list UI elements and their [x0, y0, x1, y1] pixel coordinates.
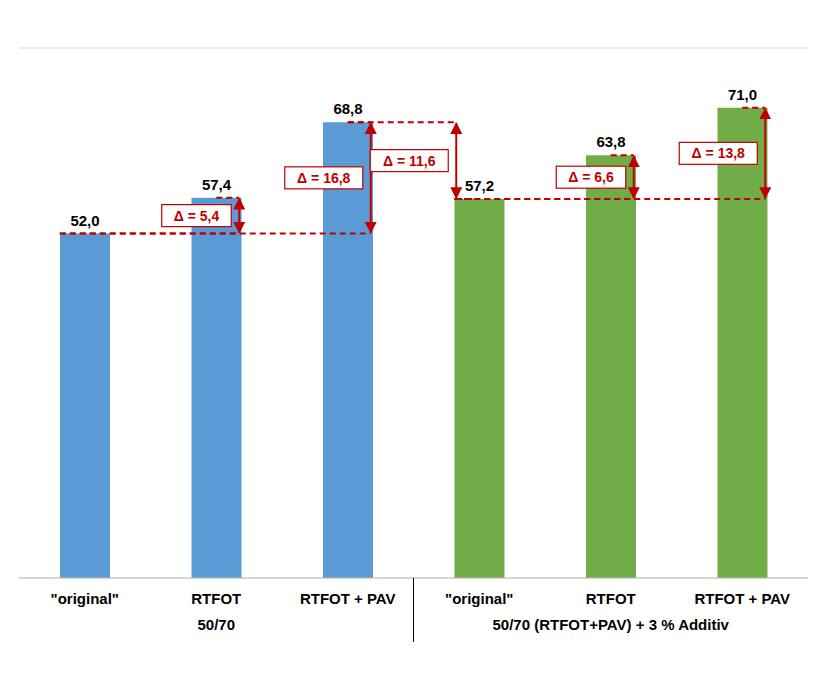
svg-text:57,2: 57,2 — [465, 177, 494, 194]
svg-text:52,0: 52,0 — [70, 212, 99, 229]
svg-text:RTFOT: RTFOT — [586, 590, 636, 607]
svg-text:Δ = 6,6: Δ = 6,6 — [568, 169, 614, 185]
svg-text:RTFOT + PAV: RTFOT + PAV — [694, 590, 790, 607]
svg-text:71,0: 71,0 — [728, 86, 757, 103]
svg-text:RTFOT + PAV: RTFOT + PAV — [300, 590, 396, 607]
svg-text:"original": "original" — [51, 590, 119, 607]
svg-text:Δ = 11,6: Δ = 11,6 — [383, 153, 436, 169]
svg-text:Δ = 13,8: Δ = 13,8 — [692, 145, 745, 161]
svg-text:Δ = 5,4: Δ = 5,4 — [174, 208, 220, 224]
svg-text:RTFOT: RTFOT — [191, 590, 241, 607]
svg-text:50/70: 50/70 — [197, 616, 235, 633]
svg-text:50/70 (RTFOT+PAV) + 3 % Additi: 50/70 (RTFOT+PAV) + 3 % Additiv — [493, 616, 730, 633]
svg-text:Δ = 16,8: Δ = 16,8 — [297, 170, 350, 186]
svg-text:68,8: 68,8 — [333, 100, 362, 117]
svg-text:63,8: 63,8 — [596, 133, 625, 150]
svg-text:"original": "original" — [445, 590, 513, 607]
svg-text:57,4: 57,4 — [202, 176, 232, 193]
